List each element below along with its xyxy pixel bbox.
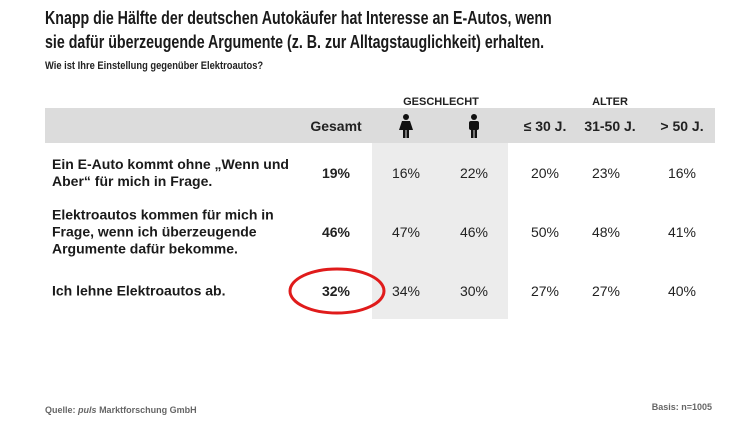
cell-value: 27% <box>530 283 560 299</box>
header-band <box>45 108 715 143</box>
cell-value: 50% <box>530 224 560 240</box>
cell-value: 40% <box>667 283 697 299</box>
cell-value: 19% <box>321 165 351 181</box>
source-prefix: Quelle: <box>45 405 76 415</box>
cell-value: 16% <box>667 165 697 181</box>
row-label: Ich lehne Elektroautos ab. <box>52 282 226 299</box>
source-rest: Marktforschung GmbH <box>99 405 197 415</box>
source-name: puls <box>78 405 97 415</box>
cell-value: 23% <box>591 165 621 181</box>
cell-value: 46% <box>459 224 489 240</box>
cell-value: 47% <box>391 224 421 240</box>
cell-value: 27% <box>591 283 621 299</box>
title-line: Knapp die Hälfte der deutschen Autokäufe… <box>45 8 552 28</box>
cell-value: 32% <box>321 283 351 299</box>
cell-value: 48% <box>591 224 621 240</box>
highlight-ellipse <box>288 267 386 315</box>
title-line: sie dafür überzeugende Argumente (z. B. … <box>45 32 545 52</box>
male-icon <box>469 114 479 138</box>
gender-shade <box>372 143 508 319</box>
cell-value: 30% <box>459 283 489 299</box>
group-label: GESCHLECHT <box>403 96 479 108</box>
cell-value: 16% <box>391 165 421 181</box>
cell-value: 46% <box>321 224 351 240</box>
subtitle: Wie ist Ihre Einstellung gegenüber Elekt… <box>45 60 264 72</box>
cell-value: 22% <box>459 165 489 181</box>
column-header: ≤ 30 J. <box>523 118 567 134</box>
column-header: 31-50 J. <box>584 118 636 134</box>
column-header: > 50 J. <box>660 118 704 134</box>
basis: Basis: n=1005 <box>651 402 712 412</box>
cell-value: 41% <box>667 224 697 240</box>
row-label: Elektroautos kommen für mich in Frage, w… <box>52 206 274 257</box>
female-icon <box>399 114 413 138</box>
column-header: Gesamt <box>310 118 362 134</box>
cell-value: 34% <box>391 283 421 299</box>
source: Quelle: puls Marktforschung GmbH <box>45 405 197 415</box>
row-label: Ein E-Auto kommt ohne „Wenn und Aber“ fü… <box>52 156 289 189</box>
cell-value: 20% <box>530 165 560 181</box>
group-label: ALTER <box>592 96 628 108</box>
